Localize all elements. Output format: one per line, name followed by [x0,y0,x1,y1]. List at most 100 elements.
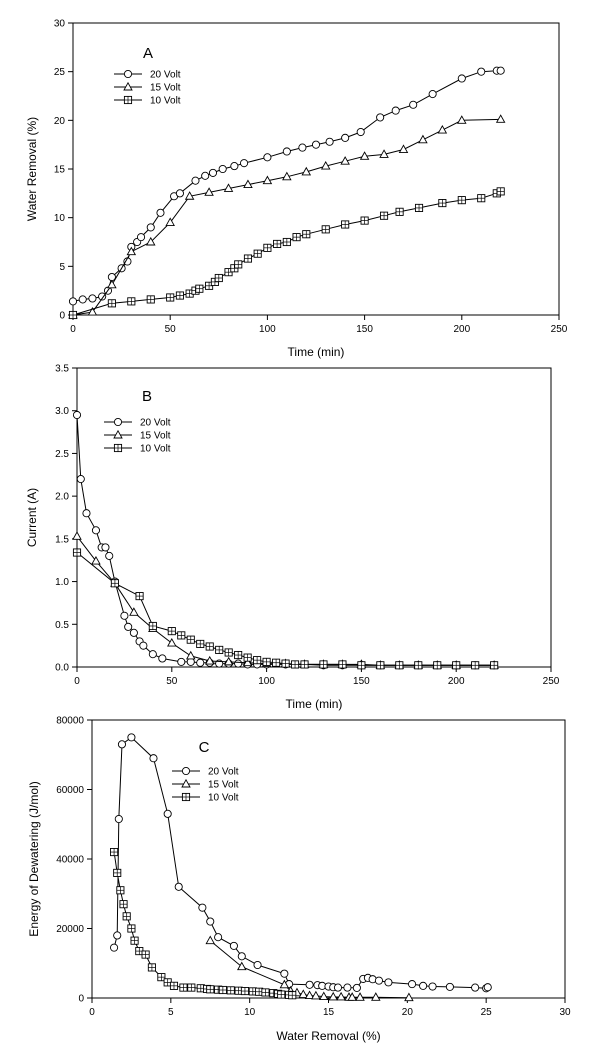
x-tick-label: 50 [166,676,178,687]
y-tick-label: 3.0 [55,406,69,417]
data-point [158,654,167,663]
data-point [272,658,281,667]
data-point [98,292,107,301]
data-point [359,151,370,160]
data-point [282,171,292,181]
data-point [391,106,400,115]
data-point [253,656,262,665]
data-point [101,543,110,552]
data-point [298,989,309,998]
x-axis-label: Time (min) [286,697,343,711]
data-point [214,273,223,283]
data-point [282,237,291,247]
data-point [167,627,176,636]
data-point [139,641,148,650]
legend-entry: 20 Volt [104,418,171,429]
data-point [141,950,150,959]
plot-frame [91,719,566,999]
legend-label: 20 Volt [140,418,171,429]
x-tick-label: 25 [481,1007,493,1018]
data-point [428,982,437,991]
x-tick-label: 10 [244,1007,256,1018]
data-point [343,983,352,992]
data-point [262,657,271,666]
data-point [408,980,417,989]
panel-label: B [142,388,152,405]
data-point [105,551,114,560]
data-point [169,981,179,990]
legend-entry: 10 Volt [114,96,181,107]
y-tick-label: 80000 [56,716,84,727]
data-point [471,661,480,670]
y-tick-label: 2.0 [55,492,69,503]
data-point [395,207,404,216]
legend-label: 20 Volt [208,767,239,778]
data-point [237,952,246,961]
series-line [72,190,501,316]
y-tick-label: 0.0 [55,663,69,674]
data-point [179,983,188,992]
series-20-volt [110,733,492,993]
data-point [357,661,366,670]
legend-label: 10 Volt [140,444,171,455]
legend-entry: 20 Volt [172,767,239,778]
data-point [495,114,506,123]
data-point [177,631,186,640]
data-point [279,979,290,989]
data-point [288,991,297,1000]
y-tick-label: 15 [54,165,66,176]
data-point [205,935,216,945]
data-point [223,183,234,192]
y-axis-label: Current (A) [25,488,39,547]
data-point [135,592,144,601]
y-tick-label: 60000 [56,785,84,796]
y-axis-label: Water Removal (%) [25,117,39,221]
data-point [223,656,234,666]
legend-label: 15 Volt [208,780,239,791]
data-point [234,659,243,668]
legend-marker [113,443,123,453]
y-axis-label: Energy of Dewatering (J/mol) [27,781,41,936]
series-line [72,70,501,302]
data-point [243,653,252,662]
data-point [234,260,243,269]
x-tick-label: 250 [551,324,568,335]
data-point [72,531,82,540]
x-tick-label: 150 [356,324,373,335]
series-10-volt [72,548,499,670]
data-point [457,196,466,205]
legend-marker [113,429,123,439]
series-line [113,736,488,989]
data-point [185,650,196,660]
series-15-volt [72,531,499,669]
data-point [175,189,184,198]
x-tick-label: 50 [165,324,177,335]
data-point [113,931,122,940]
data-point [379,149,389,158]
data-point [214,933,223,942]
plot-frame [76,367,552,668]
y-tick-label: 1.5 [55,534,69,545]
data-point [263,243,272,252]
data-point [230,162,239,171]
data-point [282,147,291,156]
data-point [72,548,82,557]
data-point [234,650,243,660]
series-20-volt [72,410,499,670]
data-point [240,987,249,996]
data-point [187,983,196,992]
data-point [218,985,227,995]
x-axis-label: Water Removal (%) [276,1029,380,1043]
data-point [174,882,183,891]
data-point [177,657,186,666]
data-point [319,991,329,1001]
legend-label: 15 Volt [140,431,171,442]
data-point [242,657,253,667]
data-point [206,985,215,994]
x-tick-label: 30 [559,1007,571,1018]
data-point [376,113,385,122]
data-point [130,936,139,945]
chart-panel-b: 0 50 100 150 200 250 0.0 0.5 1.0 1.5 2.0 2.5 3.0 3.5 T… [25,364,560,712]
y-tick-label: 0.5 [55,620,69,631]
data-point [76,475,85,484]
